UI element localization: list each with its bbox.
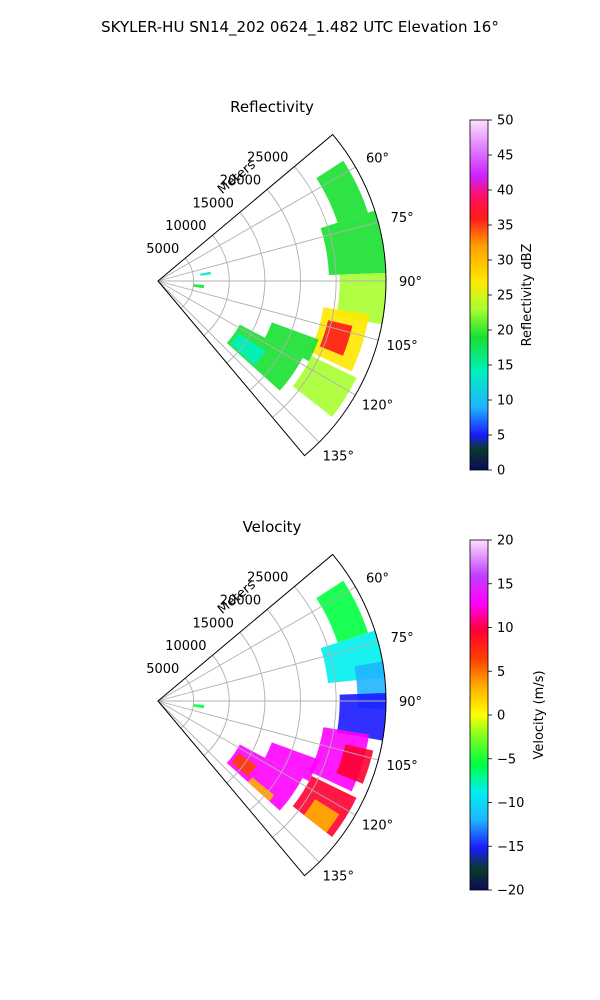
azimuth-tick-label: 105° [386,339,417,354]
colorbar-tick-label: 0 [497,709,505,724]
velocity-colorbar-ticks: −20 −15 −10 −5 0 5 10 15 20 [488,534,524,899]
azimuth-tick-label: 90° [399,695,422,710]
range-ring [203,234,230,336]
echo-region [264,742,319,782]
echo-region [316,580,369,643]
azimuth-tick-label: 90° [399,275,422,290]
azimuth-spoke [157,280,356,396]
velocity-grid [157,553,387,877]
colorbar-tick-label: −20 [497,884,524,899]
azimuth-spoke [157,221,379,282]
range-tick-label: 15000 [193,616,234,631]
azimuth-spoke [157,700,320,863]
colorbar-tick-label: 0 [497,464,505,479]
velocity-colorbar [469,539,489,891]
echo-region [320,210,386,276]
range-ring [249,189,301,391]
echo-region [248,777,275,802]
colorbar-tick-label: 10 [497,621,514,636]
azimuth-tick-label: 135° [323,449,354,464]
azimuth-tick-label: 135° [323,869,354,884]
reflectivity-echo-layer [193,160,386,417]
range-tick-label: 10000 [165,219,206,234]
colorbar-tick-label: 35 [497,219,514,234]
colorbar-tick-label: −15 [497,840,524,855]
colorbar-tick-label: 20 [497,324,514,339]
azimuth-spoke [157,641,379,702]
azimuth-spoke [157,280,379,341]
echo-region [230,333,266,366]
azimuth-tick-label: 75° [391,211,414,226]
reflectivity-colorbar-label: Reflectivity dBZ [520,244,535,347]
azimuth-spoke [157,700,356,816]
range-ring [203,654,230,756]
colorbar-tick-label: 50 [497,114,514,129]
azimuth-tick-label: 120° [362,818,393,833]
sector-outline [157,133,387,457]
azimuth-tick-label: 105° [386,759,417,774]
reflectivity-colorbar [469,119,489,471]
colorbar-tick-label: 15 [497,359,514,374]
colorbar-tick-label: 25 [497,289,514,304]
azimuth-tick-label: 60° [366,572,389,587]
azimuth-spoke [157,700,379,761]
echo-region [200,271,212,276]
colorbar-tick-label: 30 [497,254,514,269]
colorbar-tick-label: −10 [497,796,524,811]
colorbar-tick-label: 45 [497,149,514,164]
azimuth-tick-label: 75° [391,631,414,646]
echo-region [316,160,369,223]
reflectivity-grid [157,133,387,457]
sector-outline [157,553,387,877]
range-tick-label: 15000 [193,196,234,211]
range-ring [272,586,337,838]
range-ring [226,632,266,784]
range-ring [226,212,266,364]
range-ring [272,166,337,418]
range-tick-label: 25000 [247,571,288,586]
range-ring [249,609,301,811]
range-tick-label: 5000 [146,662,179,677]
echo-region [292,355,357,417]
echo-region [336,693,386,741]
velocity-panel: Velocity 5000 10000 15000 20000 25000 60° 75° 9… [146,518,547,899]
echo-region [264,322,319,362]
velocity-echo-layer [193,580,386,837]
echo-region [336,744,374,784]
range-tick-label: 10000 [165,639,206,654]
reflectivity-title: Reflectivity [230,98,314,116]
echo-region [193,284,205,289]
reflectivity-colorbar-ticks: 0 5 10 15 20 25 30 35 40 45 50 [488,114,514,479]
range-tick-label: 25000 [247,151,288,166]
azimuth-spoke [157,586,356,702]
colorbar-tick-label: 15 [497,577,514,592]
colorbar-tick-label: 20 [497,534,514,549]
colorbar-tick-label: 40 [497,184,514,199]
range-tick-label: 5000 [146,242,179,257]
colorbar-tick-label: −5 [497,752,516,767]
range-tick-label: 20000 [220,173,261,188]
azimuth-spoke [157,280,320,443]
echo-region [193,704,205,709]
azimuth-tick-label: 120° [362,398,393,413]
echo-region [319,320,353,356]
reflectivity-panel: Reflectivity 5000 10000 15000 20000 25000 60°… [146,98,535,479]
azimuth-spoke [157,166,356,282]
azimuth-tick-label: 60° [366,152,389,167]
colorbar-tick-label: 5 [497,665,505,680]
colorbar-tick-label: 5 [497,429,505,444]
velocity-colorbar-label: Velocity (m/s) [532,670,547,759]
echo-region [303,799,340,833]
colorbar-tick-label: 10 [497,394,514,409]
figure-suptitle: SKYLER-HU SN14_202 0624_1.482 UTC Elevat… [101,18,499,37]
velocity-title: Velocity [243,518,302,536]
range-tick-label: 20000 [220,593,261,608]
